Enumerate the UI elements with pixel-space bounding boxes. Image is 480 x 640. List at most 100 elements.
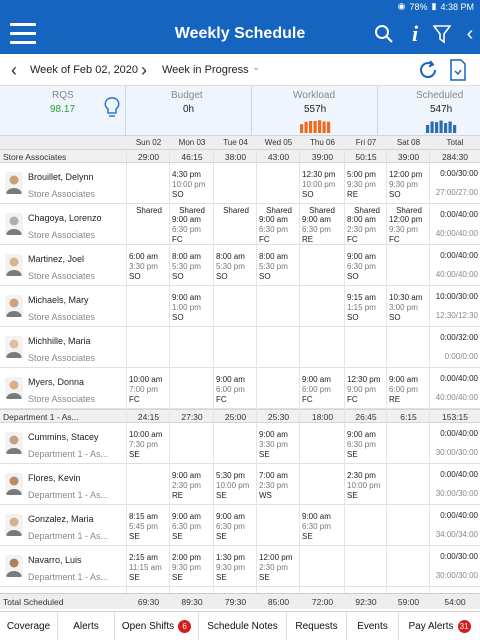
shift-cell[interactable]: 2:15 am 11:15 am SE bbox=[129, 553, 171, 583]
shift-cell[interactable]: 12:30 pm 9:00 pm FC bbox=[347, 375, 389, 405]
tab-events[interactable]: Events bbox=[347, 612, 399, 640]
employee-row[interactable]: Martinez, Joel Store Associates 6:00 am 3:3… bbox=[0, 245, 480, 286]
tab-open-shifts[interactable]: Open Shifts 6 bbox=[115, 612, 199, 640]
collapse-chevron-icon[interactable]: ‹ bbox=[466, 22, 474, 45]
empty-shift-cell[interactable] bbox=[300, 425, 342, 461]
week-status-select[interactable]: Week in Progress bbox=[162, 64, 249, 76]
shift-cell[interactable]: 9:00 am 6:00 pm FC bbox=[216, 375, 258, 405]
employee-name[interactable]: Gonzalez, Maria bbox=[28, 514, 94, 524]
empty-shift-cell[interactable] bbox=[345, 507, 387, 543]
shift-cell[interactable]: 8:00 am 5:30 pm SO bbox=[216, 252, 258, 282]
employee-name[interactable]: Chagoya, Lorenzo bbox=[28, 213, 102, 223]
empty-shift-cell[interactable] bbox=[257, 288, 299, 324]
shift-cell[interactable]: 9:00 am 1:00 pm SO bbox=[172, 293, 214, 323]
employee-name[interactable]: Michhille, Maria bbox=[28, 336, 91, 346]
shift-cell[interactable]: 9:00 am 6:30 pm FC bbox=[172, 215, 214, 245]
lightbulb-icon[interactable] bbox=[104, 96, 120, 123]
employee-name[interactable]: Myers, Donna bbox=[28, 377, 85, 387]
shift-cell[interactable]: 9:00 am 6:30 pm FC bbox=[259, 215, 301, 245]
empty-shift-cell[interactable] bbox=[300, 329, 342, 365]
employee-name[interactable]: Flores, Kevin bbox=[28, 473, 81, 483]
employee-name[interactable]: Cummins, Stacey bbox=[28, 432, 99, 442]
empty-shift-cell[interactable] bbox=[214, 329, 256, 365]
employee-row[interactable]: Michaels, Mary Store Associates 9:00 am 1:0… bbox=[0, 286, 480, 327]
shift-cell[interactable]: 9:00 am 6:00 pm RE bbox=[389, 375, 431, 405]
empty-shift-cell[interactable] bbox=[127, 466, 169, 502]
previous-week-chevron-icon[interactable]: ‹ bbox=[11, 60, 17, 80]
schedule-document-icon[interactable] bbox=[448, 59, 470, 81]
shift-cell[interactable]: 2:30 pm 10:00 pm SE bbox=[347, 471, 389, 501]
shift-cell[interactable]: 6:00 am 3:30 pm SO bbox=[129, 252, 171, 282]
shift-cell[interactable]: 12:30 pm 10:00 pm SO bbox=[302, 170, 344, 200]
shift-cell[interactable]: 2:00 pm 9:30 pm SE bbox=[172, 553, 214, 583]
empty-shift-cell[interactable] bbox=[127, 329, 169, 365]
empty-shift-cell[interactable] bbox=[214, 425, 256, 461]
shift-cell[interactable]: 1:30 pm 9:30 pm SE bbox=[216, 553, 258, 583]
shift-cell[interactable]: 5:30 pm 10:00 pm SE bbox=[216, 471, 258, 501]
shift-cell[interactable]: 9:00 am 6:00 pm FC bbox=[302, 375, 344, 405]
empty-shift-cell[interactable] bbox=[170, 329, 212, 365]
shift-cell[interactable]: 7:00 am 2:30 pm WS bbox=[259, 471, 301, 501]
empty-shift-cell[interactable] bbox=[387, 548, 429, 584]
employee-row[interactable]: Flores, Kevin Department 1 - As... 9:00 am… bbox=[0, 464, 480, 505]
tab-coverage[interactable]: Coverage bbox=[0, 612, 58, 640]
shift-cell[interactable]: 9:00 am 6:30 pm SE bbox=[347, 430, 389, 460]
employee-name[interactable]: Navarro, Luis bbox=[28, 555, 82, 565]
tab-requests[interactable]: Requests bbox=[287, 612, 347, 640]
empty-shift-cell[interactable] bbox=[257, 370, 299, 406]
empty-shift-cell[interactable] bbox=[127, 165, 169, 201]
search-icon[interactable] bbox=[372, 22, 396, 46]
shift-cell[interactable]: 10:00 am 7:30 pm SE bbox=[129, 430, 171, 460]
employee-row[interactable]: Gonzalez, Maria Department 1 - As... 8:15 … bbox=[0, 505, 480, 546]
employee-name[interactable]: Martinez, Joel bbox=[28, 254, 85, 264]
employee-row[interactable]: Cummins, Stacey Department 1 - As... 10:00… bbox=[0, 423, 480, 464]
filter-icon[interactable] bbox=[430, 22, 454, 46]
empty-shift-cell[interactable] bbox=[170, 370, 212, 406]
empty-shift-cell[interactable] bbox=[257, 329, 299, 365]
empty-shift-cell[interactable] bbox=[387, 466, 429, 502]
empty-shift-cell[interactable] bbox=[387, 507, 429, 543]
section-row[interactable]: Store Associates 29:00 46:15 38:00 43:00 39:0… bbox=[0, 149, 480, 163]
shift-cell[interactable]: 5:00 pm 9:30 pm RE bbox=[347, 170, 389, 200]
empty-shift-cell[interactable] bbox=[214, 165, 256, 201]
empty-shift-cell[interactable] bbox=[257, 165, 299, 201]
shift-cell[interactable]: 8:00 am 2:30 pm FC bbox=[347, 215, 389, 245]
tab-pay-alerts[interactable]: Pay Alerts 31 bbox=[399, 612, 480, 640]
refresh-icon[interactable] bbox=[417, 59, 439, 81]
shift-cell[interactable]: 8:00 am 5:30 pm SO bbox=[259, 252, 301, 282]
shift-cell[interactable]: 9:00 am 6:30 pm SE bbox=[302, 512, 344, 542]
shift-cell[interactable]: 9:00 am 6:30 pm SE bbox=[216, 512, 258, 542]
chevron-down-icon[interactable]: ⌄ bbox=[252, 62, 261, 73]
shift-cell[interactable]: 9:15 am 1:15 pm SO bbox=[347, 293, 389, 323]
empty-shift-cell[interactable] bbox=[300, 548, 342, 584]
employee-row[interactable]: Chagoya, Lorenzo Store Associates Shared Sh… bbox=[0, 204, 480, 245]
empty-shift-cell[interactable] bbox=[257, 507, 299, 543]
employee-name[interactable]: Brouillet, Delynn bbox=[28, 172, 94, 182]
empty-shift-cell[interactable] bbox=[214, 288, 256, 324]
shift-cell[interactable]: 12:00 pm 2:30 pm SE bbox=[259, 553, 301, 583]
shift-cell[interactable]: 9:00 am 6:30 pm SE bbox=[172, 512, 214, 542]
empty-shift-cell[interactable] bbox=[127, 288, 169, 324]
empty-shift-cell[interactable] bbox=[170, 425, 212, 461]
employee-name[interactable]: Michaels, Mary bbox=[28, 295, 89, 305]
empty-shift-cell[interactable] bbox=[387, 425, 429, 461]
menu-icon[interactable] bbox=[10, 23, 36, 45]
shift-cell[interactable]: 4:30 pm 10:00 pm SO bbox=[172, 170, 214, 200]
tab-schedule-notes[interactable]: Schedule Notes bbox=[199, 612, 287, 640]
next-week-chevron-icon[interactable]: › bbox=[141, 60, 147, 80]
empty-shift-cell[interactable] bbox=[345, 548, 387, 584]
empty-shift-cell[interactable] bbox=[387, 247, 429, 283]
shift-cell[interactable]: 9:00 am 6:30 pm RE bbox=[302, 215, 344, 245]
shift-cell[interactable]: 8:00 am 5:30 pm SO bbox=[172, 252, 214, 282]
info-icon[interactable]: i bbox=[411, 21, 419, 46]
shift-cell[interactable]: 10:30 am 3:00 pm SO bbox=[389, 293, 431, 323]
empty-shift-cell[interactable] bbox=[127, 206, 169, 242]
empty-shift-cell[interactable] bbox=[387, 329, 429, 365]
section-row[interactable]: Department 1 - As... 24:15 27:30 25:00 25:30… bbox=[0, 409, 480, 423]
shift-cell[interactable]: 12:00 pm 9:30 pm SO bbox=[389, 170, 431, 200]
shift-cell[interactable]: 10:00 am 7:00 pm FC bbox=[129, 375, 171, 405]
empty-shift-cell[interactable] bbox=[300, 466, 342, 502]
empty-shift-cell[interactable] bbox=[345, 329, 387, 365]
week-label[interactable]: Week of Feb 02, 2020 bbox=[30, 64, 139, 76]
shift-cell[interactable]: 9:00 am 2:30 pm RE bbox=[172, 471, 214, 501]
